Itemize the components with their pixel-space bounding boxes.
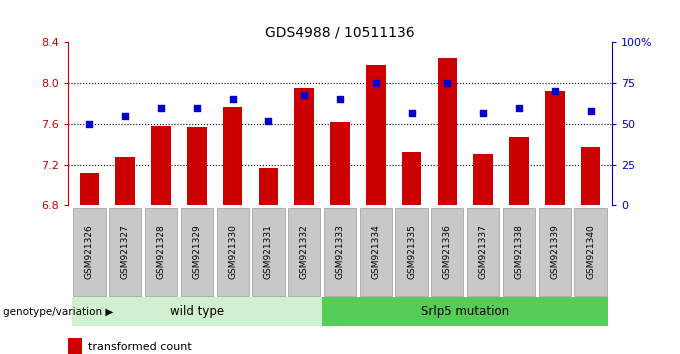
Text: GSM921337: GSM921337 xyxy=(479,224,488,279)
Bar xyxy=(402,153,422,205)
Text: GSM921334: GSM921334 xyxy=(371,224,380,279)
Text: GSM921329: GSM921329 xyxy=(192,224,201,279)
Bar xyxy=(366,65,386,205)
Text: GSM921326: GSM921326 xyxy=(85,224,94,279)
Point xyxy=(156,105,167,110)
Bar xyxy=(73,208,105,296)
Text: transformed count: transformed count xyxy=(88,342,192,352)
Point xyxy=(335,97,345,102)
Text: GSM921336: GSM921336 xyxy=(443,224,452,279)
Bar xyxy=(396,208,428,296)
Text: wild type: wild type xyxy=(170,305,224,318)
Text: Srlp5 mutation: Srlp5 mutation xyxy=(421,305,509,318)
Bar xyxy=(223,107,243,205)
Bar xyxy=(187,127,207,205)
Title: GDS4988 / 10511136: GDS4988 / 10511136 xyxy=(265,26,415,40)
Point xyxy=(549,88,560,94)
Text: GSM921339: GSM921339 xyxy=(550,224,559,279)
Text: GSM921331: GSM921331 xyxy=(264,224,273,279)
Text: GSM921338: GSM921338 xyxy=(515,224,524,279)
Bar xyxy=(437,58,457,205)
Bar xyxy=(467,208,499,296)
Point xyxy=(513,105,524,110)
Point xyxy=(299,92,309,97)
Text: GSM921332: GSM921332 xyxy=(300,224,309,279)
Bar xyxy=(545,91,564,205)
Bar xyxy=(181,208,213,296)
Bar xyxy=(109,208,141,296)
Bar xyxy=(258,168,278,205)
Point xyxy=(371,80,381,86)
Bar xyxy=(473,154,493,205)
Point xyxy=(406,110,417,115)
Bar xyxy=(509,137,529,205)
Point xyxy=(227,97,238,102)
Point xyxy=(442,80,453,86)
Bar xyxy=(252,208,284,296)
Bar xyxy=(216,208,249,296)
Text: GSM921333: GSM921333 xyxy=(335,224,345,279)
Text: GSM921340: GSM921340 xyxy=(586,224,595,279)
Text: genotype/variation ▶: genotype/variation ▶ xyxy=(3,307,114,316)
Point xyxy=(585,108,596,114)
Bar xyxy=(330,122,350,205)
Bar xyxy=(503,208,535,296)
Bar xyxy=(294,88,314,205)
Bar xyxy=(116,158,135,205)
Bar xyxy=(324,208,356,296)
Point xyxy=(84,121,95,127)
Bar xyxy=(80,173,99,205)
Bar xyxy=(71,297,322,326)
Bar xyxy=(575,208,607,296)
Bar xyxy=(145,208,177,296)
Bar xyxy=(431,208,464,296)
Text: GSM921328: GSM921328 xyxy=(156,224,165,279)
Bar xyxy=(68,338,82,354)
Bar xyxy=(288,208,320,296)
Point xyxy=(263,118,274,124)
Bar xyxy=(360,208,392,296)
Point xyxy=(120,113,131,119)
Point xyxy=(191,105,202,110)
Bar xyxy=(581,147,600,205)
Bar xyxy=(151,126,171,205)
Bar xyxy=(539,208,571,296)
Text: GSM921327: GSM921327 xyxy=(121,224,130,279)
Bar xyxy=(322,297,609,326)
Text: GSM921335: GSM921335 xyxy=(407,224,416,279)
Text: GSM921330: GSM921330 xyxy=(228,224,237,279)
Point xyxy=(478,110,489,115)
